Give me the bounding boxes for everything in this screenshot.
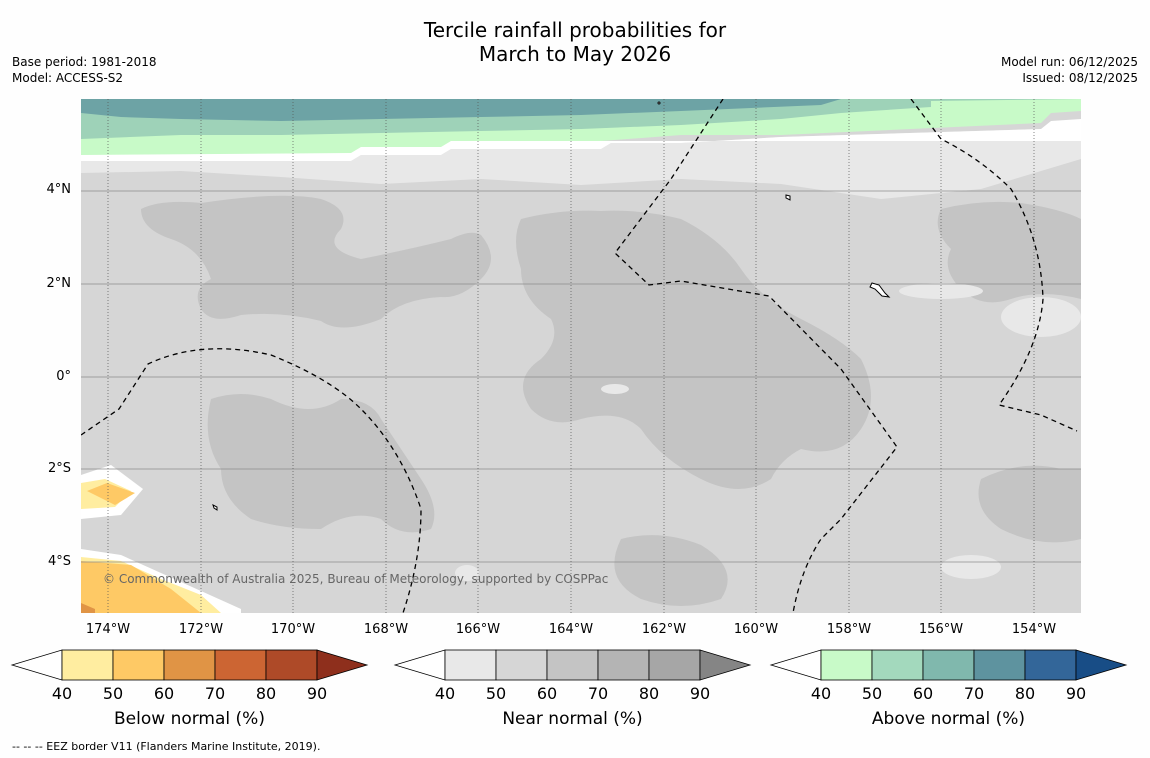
colorbar-above-tick: 40 xyxy=(810,684,832,703)
colorbar-below-segment xyxy=(214,649,267,681)
lat-label-0: 0° xyxy=(56,369,71,384)
lon-label-170w: 170°W xyxy=(270,622,316,637)
eez-border-west xyxy=(81,348,422,613)
colorbar-near-label: Near normal (%) xyxy=(502,709,643,729)
colorbar-below-segment xyxy=(163,649,216,681)
colorbar-near-tick: 50 xyxy=(485,684,507,703)
colorbar-near-tick: 60 xyxy=(536,684,558,703)
eez-border-central xyxy=(614,99,898,613)
colorbar-above-tick: 70 xyxy=(963,684,985,703)
lon-label-166w: 166°W xyxy=(455,622,501,637)
colorbar-near-tick: 80 xyxy=(638,684,660,703)
colorbar-below xyxy=(10,649,369,681)
issued-date: Issued: 08/12/2025 xyxy=(1022,71,1138,85)
colorbar-above-tick: 60 xyxy=(912,684,934,703)
meta-right: Model run: 06/12/2025 Issued: 08/12/2025 xyxy=(1001,54,1138,86)
colorbar-below-segment xyxy=(265,649,318,681)
colorbar-near-segment xyxy=(444,649,497,681)
colorbar-below-min-extend xyxy=(10,649,63,681)
base-period: Base period: 1981-2018 xyxy=(12,55,157,69)
island-2 xyxy=(869,282,891,298)
colorbar-below-segment xyxy=(61,649,114,681)
colorbar-near-min-extend xyxy=(393,649,446,681)
near-60-70-blob-central xyxy=(516,210,871,489)
near-40-50-patch-4 xyxy=(601,384,629,394)
colorbar-below-tick: 50 xyxy=(102,684,124,703)
colorbar-near-tick: 90 xyxy=(689,684,711,703)
islands xyxy=(212,101,891,511)
near-60-70-blob-southwest xyxy=(207,394,435,533)
near-60-70-blob-east xyxy=(937,201,1081,303)
colorbar-near xyxy=(393,649,752,681)
near-40-50-patch-5 xyxy=(455,565,479,581)
lat-label-2n: 2°N xyxy=(46,276,72,291)
colorbar-near-segment xyxy=(597,649,650,681)
near-60-70-blob-southeast xyxy=(978,465,1081,543)
colorbar-near-segment xyxy=(495,649,548,681)
below-50-60-west xyxy=(87,483,135,505)
colorbar-below-tick: 90 xyxy=(306,684,328,703)
colorbar-above-segment xyxy=(973,649,1026,681)
colorbar-above xyxy=(769,649,1128,681)
eez-borders xyxy=(81,99,1078,613)
lon-label-156w: 156°W xyxy=(918,622,964,637)
lon-label-168w: 168°W xyxy=(363,622,409,637)
colorbars xyxy=(10,649,1128,681)
title-line-2: March to May 2026 xyxy=(478,42,672,66)
colorbar-below-tick: 80 xyxy=(255,684,277,703)
lat-label-4s: 4°S xyxy=(47,554,71,569)
title-line-1: Tercile rainfall probabilities for xyxy=(423,18,727,42)
lon-label-160w: 160°W xyxy=(733,622,779,637)
below-60-70-sw xyxy=(81,603,95,613)
lon-label-164w: 164°W xyxy=(548,622,594,637)
island-4 xyxy=(657,101,661,105)
meta-left: Base period: 1981-2018 Model: ACCESS-S2 xyxy=(12,54,157,86)
colorbar-near-tick: 40 xyxy=(434,684,456,703)
colorbar-above-tick: 90 xyxy=(1065,684,1087,703)
colorbar-above-min-extend xyxy=(769,649,822,681)
lon-label-172w: 172°W xyxy=(178,622,224,637)
near-40-50-patch-3 xyxy=(941,555,1001,579)
colorbar-near-tick: 70 xyxy=(587,684,609,703)
copyright-text: © Commonwealth of Australia 2025, Bureau… xyxy=(103,572,608,586)
lon-label-158w: 158°W xyxy=(826,622,872,637)
above-60-70-band xyxy=(81,99,841,121)
colorbar-below-tick: 70 xyxy=(204,684,226,703)
colorbar-above-segment xyxy=(1024,649,1077,681)
eez-footnote: -- -- -- EEZ border V11 (Flanders Marine… xyxy=(12,740,321,753)
island-1 xyxy=(785,194,791,201)
island-3 xyxy=(212,504,218,511)
lat-label-2s: 2°S xyxy=(47,461,71,476)
colorbar-above-tick: 50 xyxy=(861,684,883,703)
colorbar-near-segment xyxy=(546,649,599,681)
colorbar-below-tick: 60 xyxy=(153,684,175,703)
map-title: Tercile rainfall probabilities for March… xyxy=(0,18,1150,66)
near-60-70-blob-west xyxy=(141,195,491,328)
lat-label-4n: 4°N xyxy=(46,182,72,197)
colorbar-below-tick: 40 xyxy=(51,684,73,703)
below-50-60-sw xyxy=(81,561,201,613)
colorbar-near-max-extend xyxy=(699,649,752,681)
colorbar-above-max-extend xyxy=(1075,649,1128,681)
probability-map: © Commonwealth of Australia 2025, Bureau… xyxy=(81,99,1081,613)
lon-label-174w: 174°W xyxy=(85,622,131,637)
colorbar-near-segment xyxy=(648,649,701,681)
lon-label-154w: 154°W xyxy=(1011,622,1057,637)
colorbar-above-tick: 80 xyxy=(1014,684,1036,703)
lon-label-162w: 162°W xyxy=(641,622,687,637)
model-run: Model run: 06/12/2025 xyxy=(1000,55,1138,69)
colorbar-above-segment xyxy=(922,649,975,681)
colorbar-below-max-extend xyxy=(316,649,369,681)
near-60-70-blob-south xyxy=(614,535,728,606)
colorbar-below-segment xyxy=(112,649,165,681)
colorbar-below-label: Below normal (%) xyxy=(114,709,265,729)
colorbar-above-segment xyxy=(820,649,873,681)
eez-border-east xyxy=(910,99,1078,432)
model-name: Model: ACCESS-S2 xyxy=(12,71,124,85)
colorbar-above-label: Above normal (%) xyxy=(871,709,1026,729)
colorbar-above-segment xyxy=(871,649,924,681)
latitude-gridlines xyxy=(81,190,1081,563)
